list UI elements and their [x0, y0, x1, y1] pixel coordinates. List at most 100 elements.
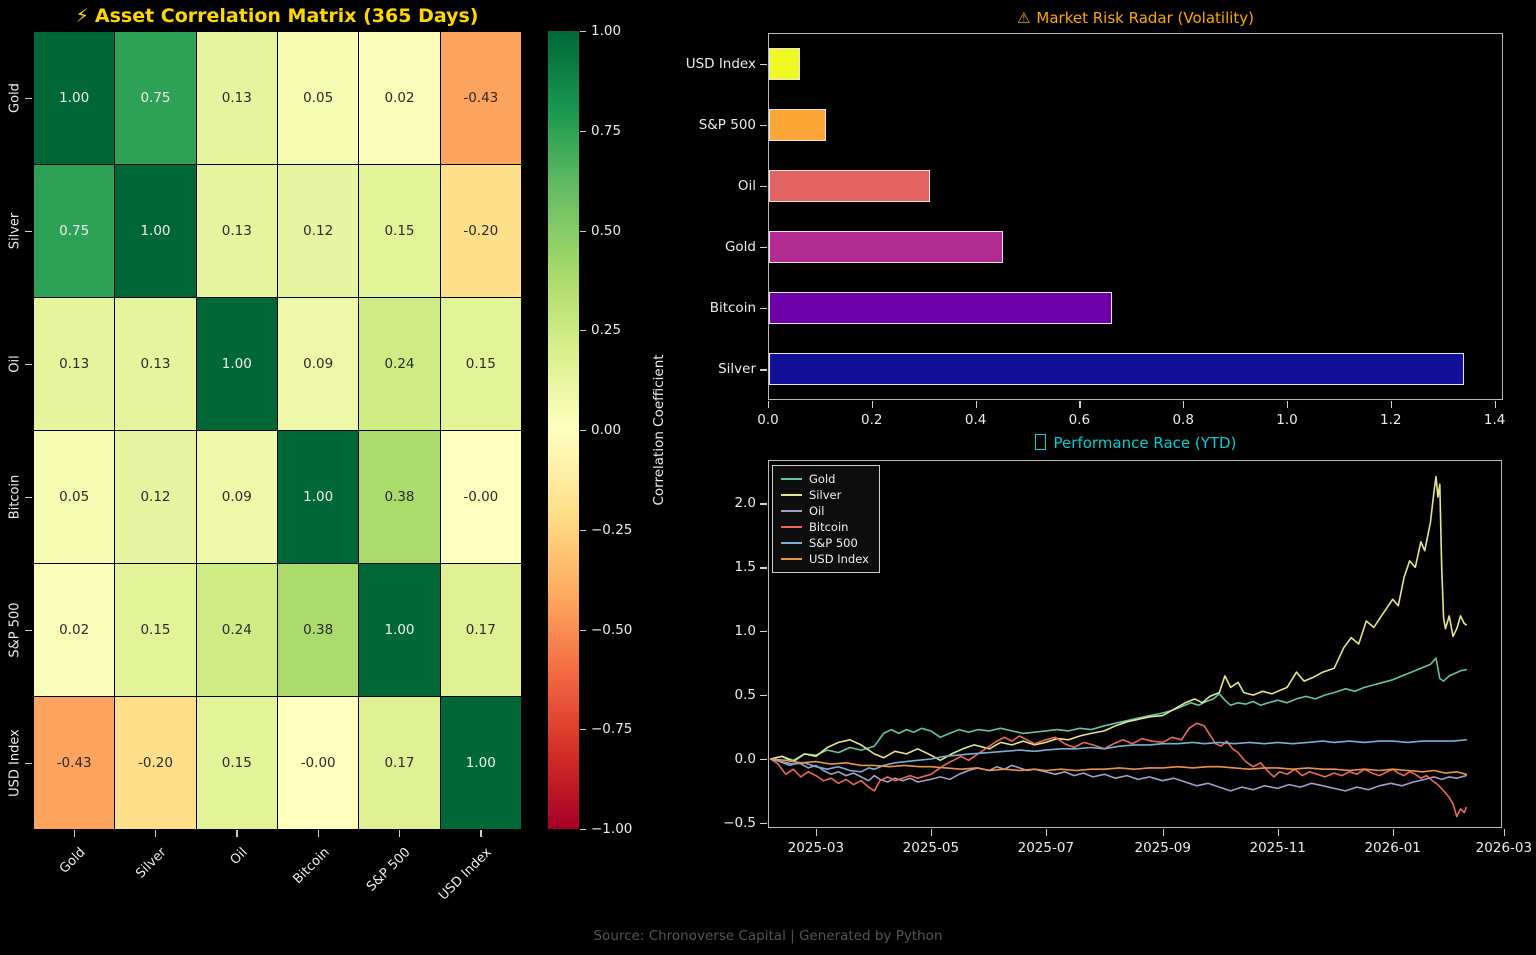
colorbar-tick-label: 0.75: [591, 122, 622, 139]
risk-bar: [769, 353, 1465, 386]
x-tick-mark: [73, 830, 75, 837]
bar-chart-title-text: Market Risk Radar (Volatility): [1036, 9, 1255, 27]
y-tick-mark: [25, 230, 32, 232]
colorbar-tick-mark: [580, 31, 586, 33]
line-x-tick-mark: [1503, 829, 1506, 836]
heatmap-col-label-text: Gold: [56, 845, 89, 877]
missing-glyph-icon: [1034, 434, 1046, 450]
colorbar-tick-mark: [580, 130, 586, 132]
heatmap-cell: 0.17: [439, 563, 522, 697]
line-y-tick-label: 2.0: [734, 495, 756, 512]
bar-x-tick-mark: [1287, 401, 1289, 408]
x-tick-mark: [399, 830, 401, 837]
heatmap-cell: 0.13: [33, 297, 116, 431]
y-tick-mark: [25, 762, 32, 764]
heatmap-cell: 0.15: [358, 164, 441, 298]
heatmap-cell: 0.05: [277, 31, 360, 165]
risk-bar: [769, 47, 801, 80]
heatmap-cell: 0.24: [358, 297, 441, 431]
y-tick-mark: [25, 629, 32, 631]
bar-category-label: USD Index: [685, 55, 756, 72]
legend-item: USD Index: [781, 551, 869, 567]
colorbar: [548, 31, 579, 829]
legend-item: Oil: [781, 503, 869, 519]
heatmap-cell: 0.38: [277, 563, 360, 697]
bar-y-tick-mark: [760, 369, 767, 371]
heatmap-cell: 0.13: [114, 297, 197, 431]
line-x-tick-mark: [1277, 829, 1279, 836]
colorbar-tick-mark: [580, 430, 586, 432]
heatmap-col-label-text: USD Index: [436, 845, 495, 904]
colorbar-tick-label: 0.25: [591, 322, 622, 339]
heatmap-row-label: Bitcoin: [7, 474, 23, 519]
bar-y-tick-mark: [760, 185, 767, 188]
legend-item: S&P 500: [781, 535, 869, 551]
heatmap-cell: -0.00: [439, 430, 522, 564]
heatmap-col-label-text: Silver: [133, 845, 170, 882]
bar-x-tick-mark: [1390, 401, 1392, 408]
bar-y-tick-mark: [760, 124, 767, 126]
bar-category-label: Silver: [718, 361, 756, 378]
x-tick-mark: [317, 830, 319, 837]
heatmap-row-label: Oil: [7, 354, 23, 373]
performance-line-chart: [769, 475, 1468, 818]
line-y-tick-label: 1.0: [734, 623, 756, 640]
line-y-tick-mark: [760, 503, 767, 505]
heatmap-cell: 0.13: [195, 31, 278, 165]
heatmap-cell: 0.02: [33, 563, 116, 697]
colorbar-tick-label: −1.00: [591, 821, 633, 837]
colorbar-tick-mark: [580, 629, 586, 631]
x-tick-mark: [236, 830, 238, 837]
bar-y-tick-mark: [760, 247, 767, 249]
heatmap-col-label: Bitcoin: [277, 841, 332, 887]
line-y-tick-label: 0.0: [734, 751, 756, 767]
legend-item: Bitcoin: [781, 519, 869, 535]
heatmap-cell: 0.15: [439, 297, 522, 431]
legend-label: Oil: [809, 504, 825, 518]
risk-bar: [769, 108, 827, 141]
heatmap-col-label: Silver: [122, 841, 169, 881]
heatmap-cell: 1.00: [277, 430, 360, 564]
line-x-tick-label: 2025-05: [902, 840, 960, 856]
heatmap-cell: 1.00: [439, 696, 522, 830]
legend-swatch: [781, 478, 802, 480]
x-tick-mark: [480, 830, 482, 837]
colorbar-tick-label: −0.50: [591, 621, 633, 638]
line-chart-legend: Gold Silver Oil Bitcoin S&P 500 USD Index: [772, 465, 880, 573]
line-y-tick-label: 1.5: [734, 559, 756, 576]
bar-x-tick-mark: [1079, 401, 1081, 408]
legend-swatch: [781, 526, 802, 528]
colorbar-tick-label: −0.25: [591, 521, 633, 538]
series-line-bitcoin: [769, 722, 1468, 818]
heatmap-cell: 0.02: [358, 31, 441, 165]
x-tick-mark: [155, 830, 157, 837]
colorbar-tick-label: 1.00: [591, 23, 622, 39]
heatmap-row-label: Gold: [7, 82, 23, 113]
heatmap-cell: -0.00: [277, 696, 360, 830]
colorbar-tick-label: −0.75: [591, 721, 633, 738]
bar-x-tick-mark: [975, 401, 977, 408]
bar-x-tick-label: 0.2: [861, 412, 883, 428]
legend-label: USD Index: [809, 552, 869, 566]
heatmap-row-label: USD Index: [7, 728, 23, 797]
bar-x-tick-label: 1.4: [1483, 412, 1506, 428]
heatmap-cell: 1.00: [33, 31, 116, 165]
bar-x-tick-mark: [768, 401, 770, 408]
legend-label: Gold: [809, 472, 836, 486]
bar-category-label: Gold: [724, 239, 756, 256]
heatmap-cell: 0.17: [358, 696, 441, 830]
legend-item: Gold: [781, 471, 869, 487]
heatmap-row-label: S&P 500: [7, 601, 23, 658]
line-x-tick-label: 2026-03: [1475, 840, 1533, 856]
bar-y-tick-mark: [760, 308, 767, 310]
series-line-silver: [769, 475, 1468, 763]
bar-x-tick-label: 1.2: [1380, 412, 1402, 428]
line-x-tick-label: 2025-07: [1017, 840, 1075, 856]
bar-x-tick-mark: [871, 401, 873, 408]
bar-x-tick-label: 0.4: [964, 412, 987, 428]
bar-x-tick-label: 0.8: [1172, 412, 1194, 428]
line-y-tick-mark: [760, 822, 767, 825]
colorbar-label: Correlation Coefficient: [651, 354, 667, 506]
line-y-tick-mark: [760, 567, 767, 569]
series-line-usd-index: [769, 758, 1468, 776]
